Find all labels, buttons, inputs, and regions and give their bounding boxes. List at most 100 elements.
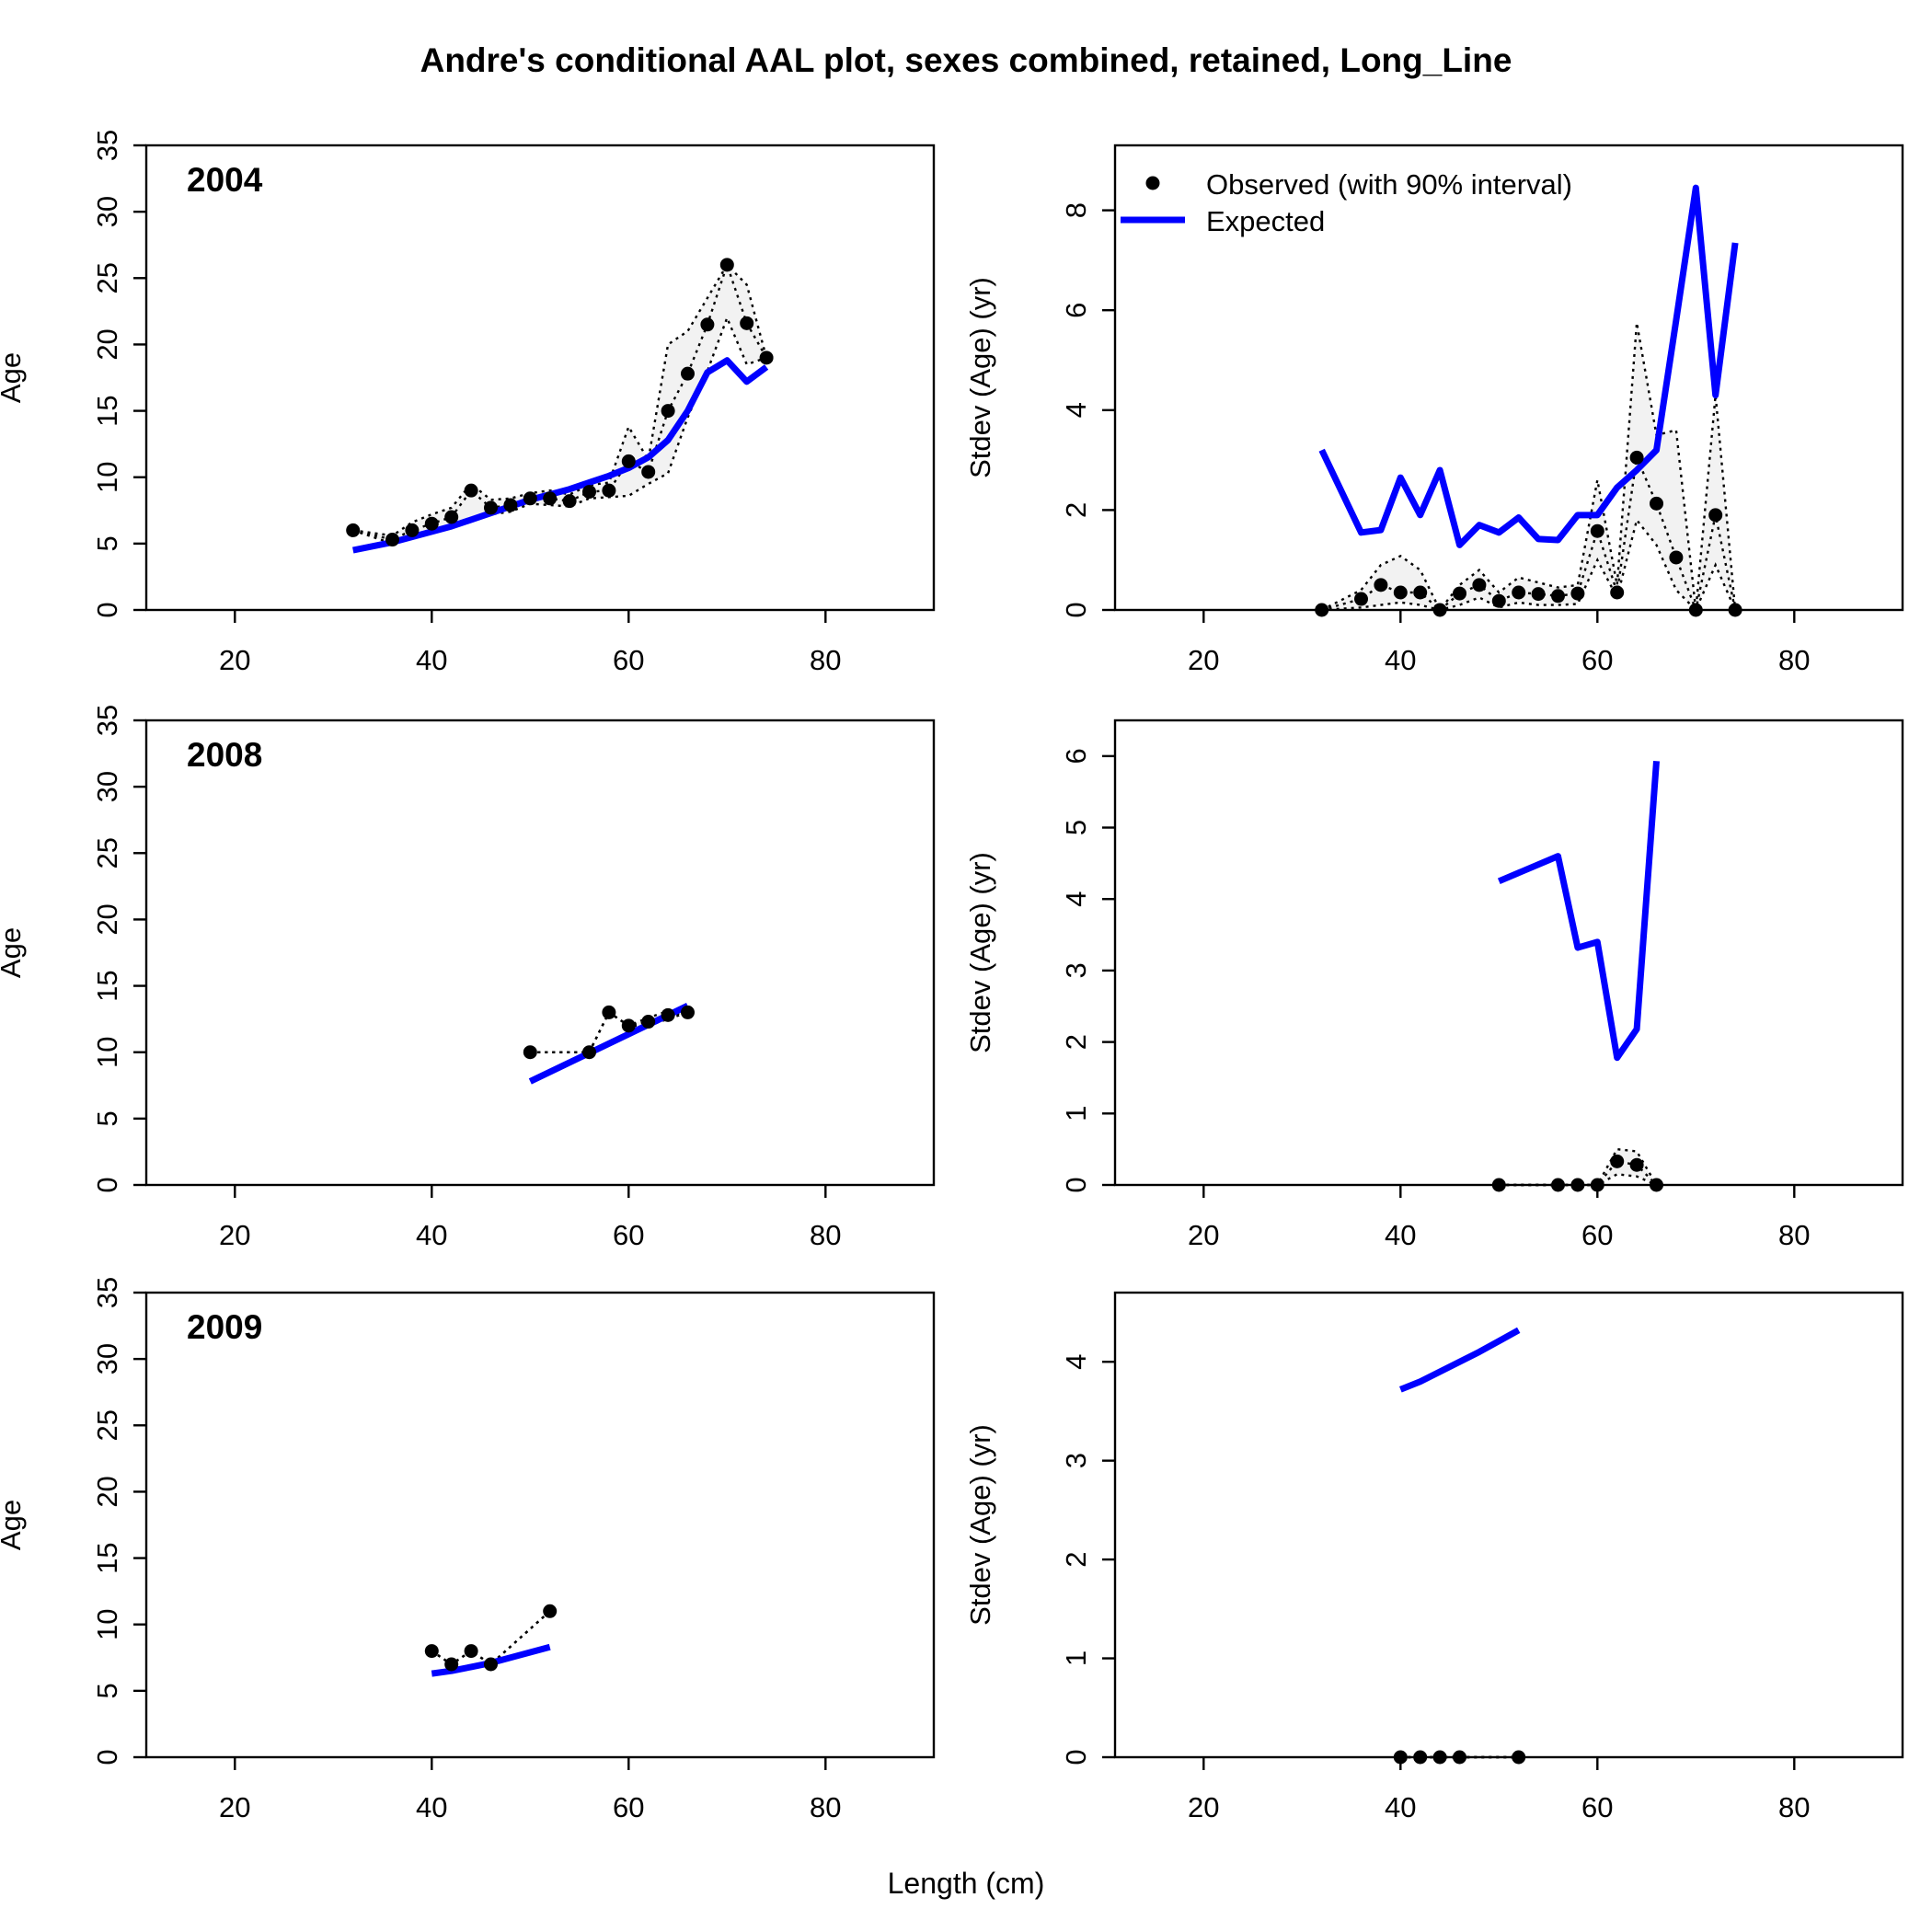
expected-line	[1318, 184, 1739, 548]
x-tick-label: 40	[416, 1791, 447, 1823]
observed-point	[424, 516, 439, 531]
x-axis-label: Length (cm)	[888, 1867, 1045, 1900]
y-tick-label: 20	[91, 903, 123, 935]
panel-sd-2004: 20 40 60 80 0 2 4 6 8 Stdev (Age) (yr) Observed (w…	[964, 144, 1904, 676]
y-tick-label: 10	[91, 1036, 123, 1067]
y-tick-label: 0	[91, 1749, 123, 1765]
y-tick-label: 25	[91, 837, 123, 868]
y-tick-label: 35	[91, 705, 123, 736]
observed-point	[385, 533, 399, 547]
observed-point	[346, 523, 361, 537]
observed-point	[1629, 1157, 1644, 1172]
observed-point	[602, 1005, 616, 1019]
x-tick-label: 40	[416, 644, 447, 676]
y-axis-label: Stdev (Age) (yr)	[964, 1424, 996, 1626]
observed-point	[621, 1018, 636, 1033]
x-tick-label: 60	[613, 1791, 644, 1823]
y-tick-label: 4	[1060, 891, 1092, 907]
x-tick-label: 20	[1188, 1791, 1219, 1823]
year-label: 2004	[187, 161, 263, 199]
y-tick-label: 30	[91, 196, 123, 227]
y-tick-label: 0	[1060, 1749, 1092, 1765]
x-tick-label: 60	[1581, 644, 1613, 676]
expected-line	[1398, 1327, 1521, 1393]
x-tick-label: 20	[219, 1791, 250, 1823]
panel-sd-2008: 20 40 60 80 0 1 2 3 4 5 6 Stdev (Age) (yr)	[964, 719, 1904, 1251]
y-tick-label: 0	[91, 1177, 123, 1192]
observed-point	[740, 316, 754, 330]
y-tick-label: 2	[1060, 502, 1092, 518]
interval-lower-line	[1321, 517, 1737, 613]
observed-point	[641, 1015, 656, 1029]
observed-point	[484, 500, 498, 515]
observed-point	[681, 1005, 695, 1019]
x-tick-label: 60	[613, 1219, 644, 1251]
y-tick-label: 15	[91, 1542, 123, 1573]
y-tick-label: 10	[91, 461, 123, 492]
x-tick-label: 40	[1385, 1791, 1416, 1823]
panel-sd-2009: 20 40 60 80 0 1 2 3 4 Stdev (Age) (yr)	[964, 1291, 1904, 1823]
y-tick-label: 30	[91, 1343, 123, 1374]
x-tick-label: 80	[1778, 1219, 1810, 1251]
observed-point	[1551, 589, 1565, 604]
observed-point	[759, 351, 774, 365]
legend-observed-symbol	[1145, 176, 1160, 190]
observed-point	[1512, 585, 1526, 600]
x-tick-label: 20	[219, 644, 250, 676]
y-tick-label: 1	[1060, 1106, 1092, 1121]
observed-point	[1629, 450, 1644, 465]
year-label: 2008	[187, 736, 262, 774]
observed-point	[464, 483, 478, 498]
observed-point	[1453, 586, 1466, 601]
observed-point	[1708, 508, 1723, 523]
y-tick-label: 6	[1060, 303, 1092, 318]
observed-point	[661, 1007, 675, 1022]
plot-frame	[144, 719, 936, 1187]
x-tick-label: 60	[613, 644, 644, 676]
observed-point	[1590, 523, 1604, 538]
interval-upper-line	[1321, 322, 1737, 613]
observed-point	[719, 258, 734, 272]
observed-point	[602, 483, 616, 498]
observed-point	[582, 1045, 596, 1060]
observed-point	[1393, 585, 1408, 600]
plot-frame	[1113, 719, 1904, 1187]
y-tick-label: 3	[1060, 962, 1092, 978]
y-axis-label: Age	[0, 1500, 27, 1550]
y-tick-label: 30	[91, 771, 123, 802]
observed-point	[621, 454, 636, 468]
expected-line	[352, 357, 769, 554]
y-tick-label: 15	[91, 970, 123, 1001]
panel-age-2008: 20 40 60 80 0 5 10 15 20 25 30 35 Age 2008	[0, 705, 936, 1251]
x-tick-label: 80	[1778, 1791, 1810, 1823]
plot-frame	[144, 144, 936, 612]
y-tick-label: 35	[91, 130, 123, 161]
x-tick-label: 20	[1188, 644, 1219, 676]
figure-title: Andre's conditional AAL plot, sexes comb…	[420, 41, 1512, 79]
observed-point	[503, 498, 518, 512]
x-tick-label: 80	[810, 1791, 841, 1823]
y-axis-label: Stdev (Age) (yr)	[964, 277, 996, 478]
y-tick-label: 10	[91, 1608, 123, 1639]
y-axis-label: Stdev (Age) (yr)	[964, 852, 996, 1053]
x-tick-label: 80	[810, 1219, 841, 1251]
y-axis-label: Age	[0, 352, 27, 403]
x-tick-label: 20	[1188, 1219, 1219, 1251]
observed-point	[444, 1657, 459, 1672]
observed-point	[562, 494, 577, 509]
observed-point	[700, 317, 715, 332]
x-tick-label: 40	[416, 1219, 447, 1251]
x-tick-label: 80	[810, 644, 841, 676]
x-tick-label: 80	[1778, 644, 1810, 676]
y-tick-label: 25	[91, 262, 123, 293]
y-tick-label: 2	[1060, 1034, 1092, 1050]
observed-point	[641, 465, 656, 479]
y-tick-label: 1	[1060, 1650, 1092, 1666]
plot-frame	[1113, 144, 1904, 612]
y-tick-label: 2	[1060, 1551, 1092, 1567]
x-tick-label: 20	[219, 1219, 250, 1251]
observed-point	[1610, 1154, 1625, 1168]
observed-point	[543, 491, 558, 506]
